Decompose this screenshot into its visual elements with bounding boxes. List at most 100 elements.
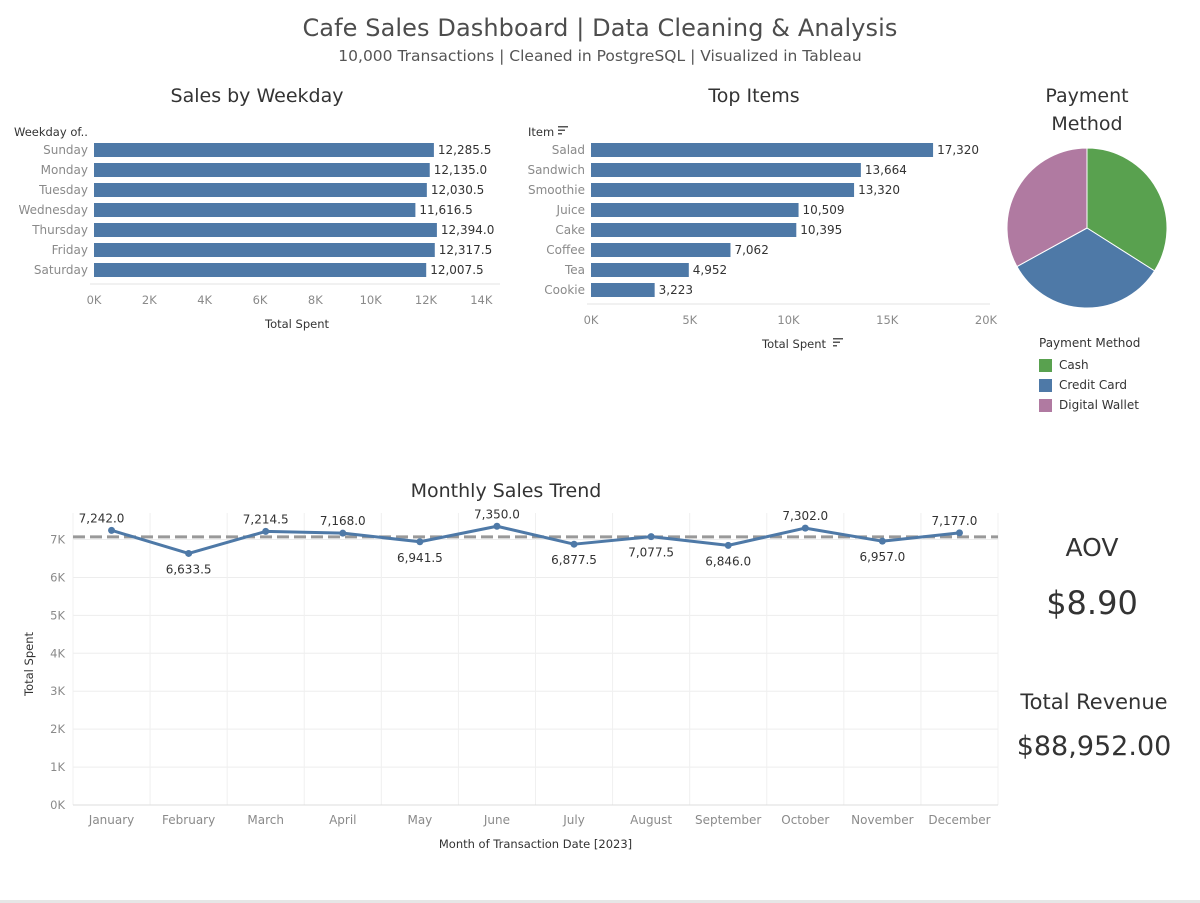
- dimension-label: Item: [528, 125, 554, 139]
- sort-icon-line[interactable]: [558, 129, 565, 132]
- measure-sort-icon[interactable]: [833, 338, 843, 347]
- bar-cake[interactable]: [591, 223, 797, 237]
- legend-label-credit-card: Credit Card: [1059, 378, 1127, 392]
- aov-label: AOV: [1065, 533, 1119, 562]
- x-tick-label-april: April: [329, 813, 356, 827]
- y-axis-title: Total Spent: [22, 632, 36, 697]
- y-tick-label: 6K: [50, 570, 65, 584]
- point-september[interactable]: [724, 541, 732, 549]
- value-label-friday: 12,317.5: [439, 243, 492, 257]
- legend-swatch-credit-card: [1039, 378, 1052, 392]
- bar-sunday[interactable]: [94, 143, 434, 157]
- x-tick-label: 10K: [777, 313, 800, 327]
- bar-cookie[interactable]: [591, 283, 655, 297]
- bar-tuesday[interactable]: [94, 183, 427, 197]
- point-november[interactable]: [878, 537, 886, 545]
- sort-icon-line[interactable]: [558, 126, 568, 128]
- dimension-sort-icon[interactable]: [558, 126, 568, 135]
- dashboard-subtitle: 10,000 Transactions | Cleaned in Postgre…: [338, 47, 862, 65]
- monthly-line-chart[interactable]: 0K 1K 2K 3K 4K 5K 6K 7K 7,242.0 January 6,633.5 Feb…: [0, 505, 1000, 865]
- category-label-coffee: Coffee: [546, 243, 585, 257]
- bar-saturday[interactable]: [94, 263, 427, 277]
- point-august[interactable]: [647, 533, 655, 541]
- point-july[interactable]: [570, 540, 578, 548]
- category-label-juice: Juice: [556, 203, 585, 217]
- value-label-cookie: 3,223: [659, 283, 693, 297]
- dimension-label: Weekday of..: [14, 125, 88, 139]
- payment-pie-chart[interactable]: [997, 138, 1177, 318]
- point-january[interactable]: [108, 526, 116, 534]
- legend-swatch-digital-wallet: [1039, 398, 1052, 412]
- x-tick-label-january: January: [88, 813, 135, 827]
- sort-icon-line[interactable]: [833, 338, 843, 340]
- sort-icon-line[interactable]: [558, 133, 562, 135]
- items-bar-chart[interactable]: Item Salad 17,320 Sandwich 13,664 Smoothie 13,…: [520, 120, 1000, 355]
- x-tick-label: 14K: [470, 293, 493, 307]
- items-chart-title: Top Items: [708, 85, 800, 107]
- point-december[interactable]: [955, 529, 963, 537]
- weekday-bar-chart[interactable]: Weekday of.. Sunday 12,285.5 Monday 12,135.0…: [10, 120, 510, 331]
- point-april[interactable]: [339, 529, 347, 537]
- series-line-total-spent: [111, 524, 960, 555]
- x-axis-title: Month of Transaction Date [2023]: [439, 837, 632, 851]
- bar-tea[interactable]: [591, 263, 689, 277]
- point-october[interactable]: [801, 524, 809, 532]
- bar-salad[interactable]: [591, 143, 934, 157]
- x-tick-label: 5K: [682, 313, 697, 327]
- legend-item-credit-card[interactable]: Credit Card: [1039, 375, 1140, 395]
- bar-smoothie[interactable]: [591, 183, 855, 197]
- value-label-sandwich: 13,664: [865, 163, 907, 177]
- legend-item-cash[interactable]: Cash: [1039, 355, 1140, 375]
- point-may[interactable]: [416, 538, 424, 546]
- value-label-smoothie: 13,320: [858, 183, 900, 197]
- x-axis-title: Total Spent: [264, 317, 329, 331]
- bar-wednesday[interactable]: [94, 203, 416, 217]
- data-label-august: 7,077.5: [628, 546, 674, 560]
- pie-slice-digital-wallet[interactable]: [1006, 147, 1088, 268]
- value-label-wednesday: 11,616.5: [419, 203, 472, 217]
- total-revenue-value: $88,952.00: [1016, 731, 1172, 762]
- x-tick-label: 2K: [142, 293, 157, 307]
- point-february[interactable]: [185, 549, 193, 557]
- value-label-cake: 10,395: [800, 223, 842, 237]
- legend-label-cash: Cash: [1059, 358, 1089, 372]
- x-axis-title: Total Spent: [761, 337, 826, 351]
- data-label-december: 7,177.0: [932, 514, 978, 528]
- category-label-sandwich: Sandwich: [527, 163, 585, 177]
- value-label-tea: 4,952: [693, 263, 727, 277]
- x-tick-label-november: November: [851, 813, 913, 827]
- value-label-tuesday: 12,030.5: [431, 183, 484, 197]
- bar-coffee[interactable]: [591, 243, 731, 257]
- sort-icon-line[interactable]: [833, 341, 840, 344]
- category-label-saturday: Saturday: [34, 263, 88, 277]
- data-label-october: 7,302.0: [782, 509, 828, 523]
- bar-monday[interactable]: [94, 163, 430, 177]
- weekday-chart-title: Sales by Weekday: [170, 85, 344, 107]
- point-march[interactable]: [262, 527, 270, 535]
- x-tick-label: 0K: [87, 293, 102, 307]
- category-label-friday: Friday: [52, 243, 88, 257]
- bar-sandwich[interactable]: [591, 163, 861, 177]
- data-label-may: 6,941.5: [397, 551, 443, 565]
- data-label-july: 6,877.5: [551, 553, 597, 567]
- y-tick-label: 2K: [50, 722, 65, 736]
- point-june[interactable]: [493, 522, 501, 530]
- category-label-sunday: Sunday: [43, 143, 88, 157]
- x-tick-label: 20K: [975, 313, 998, 327]
- bar-juice[interactable]: [591, 203, 799, 217]
- bar-thursday[interactable]: [94, 223, 437, 237]
- data-label-september: 6,846.0: [705, 554, 751, 568]
- legend-item-digital-wallet[interactable]: Digital Wallet: [1039, 395, 1140, 415]
- x-tick-label-september: September: [695, 813, 761, 827]
- monthly-chart-title: Monthly Sales Trend: [410, 480, 602, 502]
- category-label-cake: Cake: [555, 223, 585, 237]
- x-tick-label: 12K: [415, 293, 438, 307]
- y-tick-label: 1K: [50, 760, 65, 774]
- bar-friday[interactable]: [94, 243, 435, 257]
- x-tick-label-december: December: [928, 813, 990, 827]
- x-tick-label-june: June: [483, 813, 510, 827]
- value-label-salad: 17,320: [937, 143, 979, 157]
- category-label-tea: Tea: [564, 263, 585, 277]
- sort-icon-line[interactable]: [833, 345, 837, 347]
